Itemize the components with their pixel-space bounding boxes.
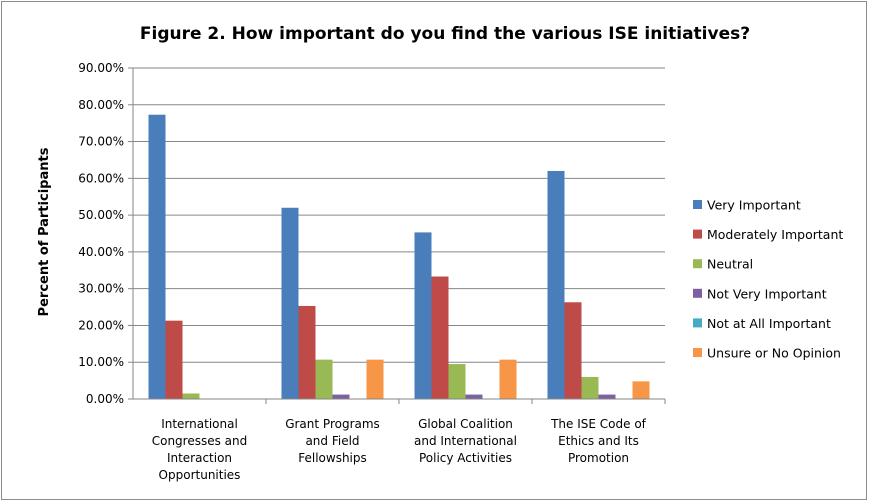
x-category-label: Global Coalition and International Policy … <box>414 417 517 465</box>
bar <box>165 320 183 399</box>
bar <box>465 394 483 399</box>
y-tick-label: 60.00% <box>78 171 124 185</box>
bar <box>366 359 384 399</box>
legend-label: Neutral <box>707 257 753 272</box>
y-tick-label: 80.00% <box>78 98 124 112</box>
legend-swatch <box>693 288 702 298</box>
legend-swatch <box>693 259 702 269</box>
y-tick-label: 30.00% <box>78 282 124 296</box>
x-category-label: Grant Programs and Field Fellowships <box>285 417 380 465</box>
y-tick-label: 90.00% <box>78 61 124 75</box>
bar <box>632 381 650 399</box>
y-axis-ticks: 0.00% 10.00% 20.00% 30.00% 40.00% 50.00% 60.00… <box>78 61 124 406</box>
axes <box>128 67 666 404</box>
legend-label: Not Very Important <box>707 286 827 301</box>
bar <box>281 207 299 399</box>
legend-swatch <box>693 200 702 209</box>
bar <box>431 276 449 399</box>
bar <box>148 114 166 400</box>
bar <box>448 364 466 399</box>
bar <box>499 359 517 399</box>
legend-swatch <box>693 318 702 328</box>
bar <box>414 232 432 399</box>
bar <box>332 394 350 399</box>
y-tick-label: 10.00% <box>78 355 124 369</box>
y-axis-label: Percent of Participants <box>37 147 52 316</box>
bar <box>182 393 200 399</box>
bar <box>315 359 333 399</box>
x-category-label: International Congresses and Interaction Op… <box>152 417 248 482</box>
bar <box>598 394 616 399</box>
x-axis-categories: International Congresses and Interaction Op… <box>152 417 647 482</box>
legend: Very Important Moderately Important Neutra… <box>693 198 843 361</box>
bars <box>148 114 650 400</box>
gridlines <box>133 67 665 363</box>
legend-label: Unsure or No Opinion <box>707 346 841 361</box>
chart-title: Figure 2. How important do you find the … <box>140 24 750 44</box>
y-tick-label: 50.00% <box>78 208 124 222</box>
legend-label: Moderately Important <box>707 227 843 242</box>
legend-label: Not at All Important <box>707 316 831 331</box>
bar <box>564 302 582 399</box>
y-tick-label: 20.00% <box>78 318 124 332</box>
legend-label: Very Important <box>707 198 801 213</box>
y-tick-label: 40.00% <box>78 245 124 259</box>
x-category-label: The ISE Code of Ethics and Its Promotion <box>550 417 647 465</box>
y-tick-label: 0.00% <box>86 392 124 406</box>
bar <box>298 305 316 399</box>
legend-swatch <box>693 348 702 357</box>
bar <box>547 170 565 399</box>
y-tick-label: 70.00% <box>78 135 124 149</box>
bar <box>581 376 599 399</box>
legend-swatch <box>693 229 702 239</box>
